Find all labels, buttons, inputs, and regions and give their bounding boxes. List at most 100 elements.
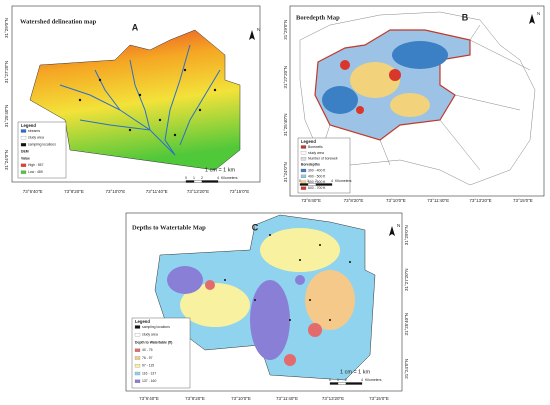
latitude-label: 31°24'0"N bbox=[4, 150, 9, 170]
scale-bar-segment bbox=[337, 382, 347, 385]
latitude-label: 31°27'20"N bbox=[404, 268, 409, 291]
latitude-label: 31°27'20"N bbox=[4, 61, 9, 84]
scale-bar-segment bbox=[315, 183, 333, 186]
legend-swatch bbox=[300, 180, 307, 184]
legend-swatch bbox=[300, 157, 307, 161]
scale-tick-label: 2 bbox=[315, 179, 317, 183]
legend-label: Value bbox=[21, 156, 30, 160]
legend-label: Low : 489 bbox=[28, 170, 43, 174]
legend-label: streams bbox=[28, 129, 40, 133]
streams bbox=[59, 44, 221, 156]
longitude-label: 73°8'20"E bbox=[64, 189, 84, 194]
latitude-label: 31°25'40"N bbox=[283, 113, 288, 136]
legend-label: Borewells bbox=[308, 145, 323, 149]
latitude-label: 31°25'40"N bbox=[4, 105, 9, 128]
north-arrow bbox=[529, 14, 535, 24]
scale-unit: Kilometers bbox=[221, 176, 238, 180]
panel-letter: A bbox=[132, 22, 139, 32]
longitude-label: 73°13'20"E bbox=[322, 396, 344, 401]
longitude-label: 73°15'0"E bbox=[229, 189, 249, 194]
longitude-label: 73°11'40"E bbox=[276, 396, 298, 401]
panel-letter: C bbox=[252, 222, 259, 232]
scale-tick-label: 0 bbox=[185, 176, 187, 180]
north-label: N bbox=[537, 11, 540, 16]
panel-title: Boredepth Map bbox=[296, 14, 340, 21]
longitude-label: 73°6'40"E bbox=[139, 396, 159, 401]
legend-label: study area bbox=[28, 136, 44, 140]
latitude-label: 31°29'0"N bbox=[404, 225, 409, 245]
legend-swatch bbox=[300, 168, 307, 173]
scale-bar-segment bbox=[329, 382, 339, 385]
legend-label: 300 - 400 ft bbox=[308, 168, 325, 172]
sampling-locations bbox=[224, 234, 351, 321]
longitude-label: 73°8'20"E bbox=[185, 396, 205, 401]
legend-label: 500 - 600 ft bbox=[308, 180, 325, 184]
scale-tick-label: 4 bbox=[217, 176, 219, 180]
scale-note: 1 cm = 1 km bbox=[205, 167, 236, 173]
latitude-label: 31°29'0"N bbox=[283, 20, 288, 40]
longitude-label: 73°10'0"E bbox=[386, 198, 406, 203]
scale-tick-label: 1 bbox=[307, 179, 309, 183]
legend-swatch bbox=[20, 143, 27, 147]
panel-letter: B bbox=[462, 12, 469, 22]
legend-label: study area bbox=[142, 333, 158, 337]
legend-title: Legend bbox=[135, 319, 150, 324]
scale-tick-label: 2 bbox=[201, 176, 203, 180]
longitude-label: 73°13'20"E bbox=[469, 198, 491, 203]
longitude-label: 73°6'40"E bbox=[301, 198, 321, 203]
north-label: N bbox=[397, 223, 400, 228]
legend-label: 97 - 115 bbox=[142, 364, 154, 368]
scale-bar-segment bbox=[201, 180, 219, 183]
legend-label: 137 - 160 bbox=[142, 379, 156, 383]
longitude-label: 73°8'20"E bbox=[344, 198, 364, 203]
legend-label: 76 - 97 bbox=[142, 356, 153, 360]
legend-swatch bbox=[20, 136, 27, 140]
legend-box bbox=[131, 317, 191, 389]
latitude-label: 31°25'40"N bbox=[404, 313, 409, 336]
legend-swatch bbox=[134, 371, 141, 376]
legend-label: Number of borewell bbox=[308, 157, 338, 161]
legend-swatch bbox=[20, 170, 27, 174]
legend-label: 600 - 700 ft bbox=[308, 186, 325, 190]
legend-swatch bbox=[134, 379, 141, 383]
panel-title: Depths to Watertable Map bbox=[132, 224, 206, 231]
legend-label: Depth to Watertable (ft) bbox=[135, 340, 172, 344]
legend-label: 40 - 75 bbox=[142, 348, 153, 352]
latitude-label: 31°27'20"N bbox=[283, 66, 288, 89]
legend-swatch bbox=[134, 325, 141, 329]
legend-swatch bbox=[300, 151, 307, 155]
legend-swatch bbox=[134, 333, 141, 337]
scale-unit: Kilometers bbox=[335, 179, 352, 183]
legend-title: Legend bbox=[301, 139, 316, 144]
longitude-label: 73°15'0"E bbox=[513, 198, 533, 203]
legend-label: study area bbox=[308, 151, 324, 155]
longitude-label: 73°11'40"E bbox=[427, 198, 449, 203]
scale-bar-segment bbox=[299, 183, 309, 186]
latitude-label: 31°29'0"N bbox=[4, 18, 9, 38]
scale-tick-label: 4 bbox=[361, 378, 363, 382]
north-arrow bbox=[389, 226, 395, 236]
legend-swatch bbox=[300, 174, 307, 178]
boredepth-zones bbox=[322, 41, 448, 117]
legend-swatch bbox=[134, 364, 141, 368]
legend-label: DEM bbox=[21, 149, 29, 153]
legend-label: sampling locations bbox=[142, 325, 170, 329]
legend-swatch bbox=[20, 163, 27, 167]
legend-label: Boredepths bbox=[301, 163, 320, 167]
legend-swatch bbox=[134, 348, 141, 352]
north-label: N bbox=[257, 27, 260, 32]
study-area bbox=[29, 29, 241, 171]
latitude-label: 31°24'0"N bbox=[404, 359, 409, 379]
scale-tick-label: 0 bbox=[329, 378, 331, 382]
north-arrow bbox=[249, 30, 255, 40]
scale-note: 1 cm = 1 km bbox=[340, 369, 371, 375]
latitude-label: 31°24'0"N bbox=[283, 162, 288, 182]
legend-swatch bbox=[300, 186, 307, 190]
scale-bar-segment bbox=[345, 382, 363, 385]
scale-tick-label: 4 bbox=[331, 179, 333, 183]
longitude-label: 73°15'0"E bbox=[369, 396, 389, 401]
scale-tick-label: 2 bbox=[345, 378, 347, 382]
longitude-label: 73°6'40"E bbox=[23, 189, 43, 194]
scale-bar-segment bbox=[185, 180, 195, 183]
scale-bar-segment bbox=[307, 183, 317, 186]
